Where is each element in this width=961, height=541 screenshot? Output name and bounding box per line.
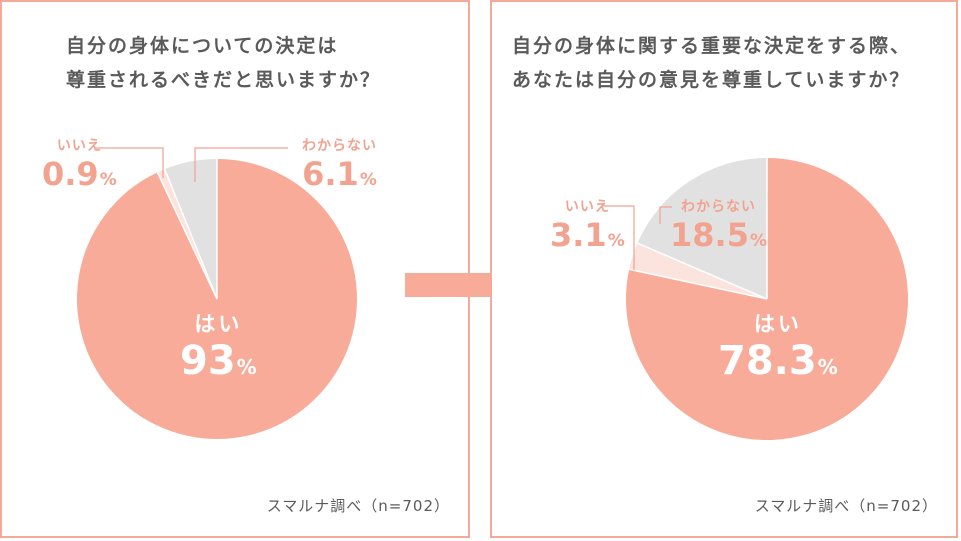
leader-line-no (602, 205, 635, 270)
leader-line-unknown (194, 147, 288, 182)
slice-separator (163, 168, 218, 300)
category-label: はい (753, 312, 802, 336)
unit-label: % (359, 170, 377, 190)
slice-label-no-left: いいえ 0.9% (42, 135, 117, 193)
category-label: いいえ (56, 138, 102, 154)
leader-line-unknown (659, 206, 672, 224)
question-line-2: あなたは自分の意見を尊重していますか？ (512, 69, 911, 91)
category-label: はい (194, 312, 243, 336)
value-label: 93 (180, 338, 236, 384)
category-label: わからない (681, 199, 756, 215)
question-line-1: 自分の身体に関する重要な決定をする際、 (512, 35, 912, 57)
unit-label: % (749, 231, 767, 251)
slice-label-unknown-left: わからない 6.1% (302, 135, 377, 193)
question-line-2: 尊重されるべきだと思いますか？ (66, 69, 382, 91)
slice-label-no-right: いいえ 3.1% (550, 196, 625, 254)
slice-label-unknown-right: わからない 18.5% (670, 196, 767, 254)
unit-label: % (236, 355, 257, 379)
source-note: スマルナ調べ（n=702） (754, 497, 938, 515)
right-chart-panel: 自分の身体に関する重要な決定をする際、 あなたは自分の意見を尊重していますか？ … (490, 0, 958, 538)
leader-line-no (96, 147, 164, 178)
unit-label: % (817, 355, 838, 379)
value-label: 78.3 (718, 338, 817, 384)
unit-label: % (607, 231, 625, 251)
value-label: 3.1 (550, 216, 607, 254)
slice-separator (637, 242, 768, 300)
pie-chart-left (76, 147, 358, 439)
slice-label-yes-right: はい 78.3% (718, 308, 838, 384)
slice-unknown (164, 159, 217, 299)
value-label: 18.5 (670, 216, 749, 254)
left-chart-panel: 自分の身体についての決定は 尊重されるべきだと思いますか？ いいえ 0.9% わ… (0, 0, 470, 538)
slice-separator (156, 172, 218, 300)
value-label: 6.1 (302, 155, 359, 193)
value-label: 0.9 (42, 155, 99, 193)
unit-label: % (99, 170, 117, 190)
source-note: スマルナ調べ（n=702） (266, 497, 450, 515)
slice-label-yes-left: はい 93% (180, 308, 257, 384)
category-label: いいえ (564, 199, 610, 215)
category-label: わからない (302, 138, 377, 154)
question-line-1: 自分の身体についての決定は (66, 35, 339, 57)
slice-no (629, 243, 767, 299)
slice-unknown (637, 158, 767, 299)
pie-chart-right (602, 158, 908, 440)
slice-separator (629, 268, 768, 300)
